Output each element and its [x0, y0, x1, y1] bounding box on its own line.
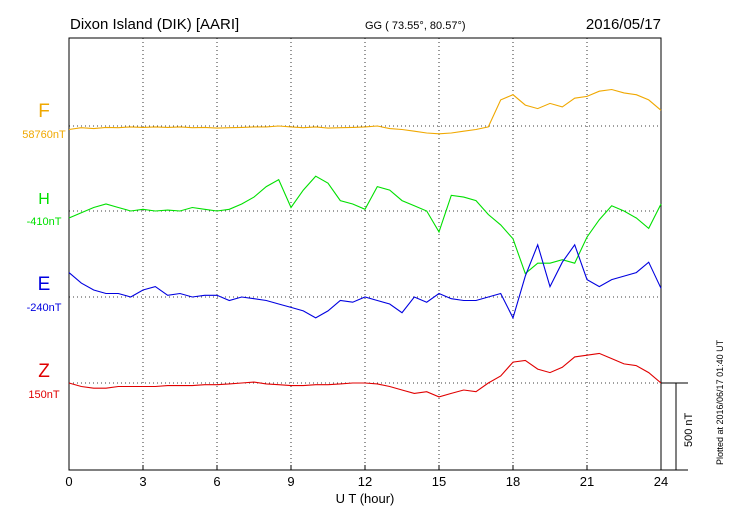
series-baseline-z: 150nT [28, 389, 59, 401]
series-name-h: H [38, 191, 50, 208]
station-coords: GG ( 73.55°, 80.57°) [365, 20, 466, 32]
x-axis-label: U T (hour) [336, 491, 395, 506]
series-name-f: F [38, 101, 50, 122]
series-line-z [68, 352, 662, 398]
series-line-f [68, 88, 662, 135]
plotted-timestamp: Plotted at 2016/06/17 01:40 UT [715, 339, 725, 465]
series-name-e: E [38, 274, 51, 295]
x-tick-label: 18 [506, 474, 520, 489]
station-title: Dixon Island (DIK) [AARI] [70, 16, 239, 33]
series-lines [68, 88, 662, 398]
x-tick-label: 9 [287, 474, 294, 489]
series-name-z: Z [38, 361, 50, 382]
chart-date: 2016/05/17 [586, 16, 661, 33]
x-tick-label: 3 [139, 474, 146, 489]
series-baseline-h: -410nT [27, 216, 62, 228]
scale-bar-label: 500 nT [683, 412, 695, 447]
grid-lines [69, 38, 661, 470]
x-tick-label: 0 [65, 474, 72, 489]
x-tick-label: 15 [432, 474, 446, 489]
series-line-h [68, 175, 662, 275]
x-axis-ticks: 0 3 6 9 12 15 18 21 24 [65, 465, 668, 489]
series-baseline-e: -240nT [27, 302, 62, 314]
x-tick-label: 6 [213, 474, 220, 489]
series-line-e [68, 243, 662, 320]
x-tick-label: 21 [580, 474, 594, 489]
x-tick-label: 24 [654, 474, 668, 489]
x-tick-label: 12 [358, 474, 372, 489]
series-baseline-f: 58760nT [22, 129, 66, 141]
series-labels: F 58760nT H -410nT E -240nT Z 150nT [22, 101, 66, 401]
